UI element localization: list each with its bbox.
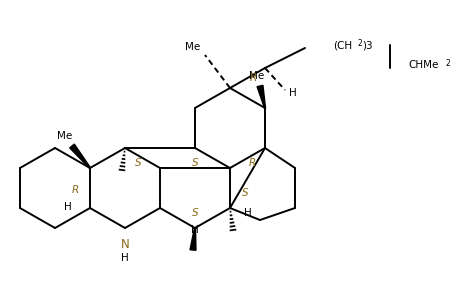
Text: H: H (191, 225, 199, 235)
Polygon shape (257, 85, 266, 108)
Text: H: H (244, 208, 252, 218)
Text: (CH: (CH (333, 40, 352, 50)
Text: H: H (289, 88, 297, 98)
Text: 2: 2 (357, 38, 362, 48)
Text: S: S (192, 208, 198, 218)
Text: S: S (192, 158, 198, 168)
Text: Me: Me (57, 131, 73, 141)
Text: )3: )3 (362, 40, 372, 50)
Text: R: R (248, 158, 256, 168)
Text: Me: Me (249, 71, 265, 81)
Text: H: H (121, 253, 129, 263)
Text: S: S (242, 188, 248, 198)
Text: S: S (135, 158, 141, 168)
Text: 2: 2 (445, 59, 450, 67)
Polygon shape (70, 144, 90, 168)
Polygon shape (190, 228, 196, 250)
Text: R: R (71, 185, 79, 195)
Text: R: R (249, 73, 257, 83)
Text: Me: Me (186, 42, 200, 52)
Text: N: N (120, 238, 129, 251)
Text: CHMe: CHMe (408, 60, 438, 70)
Text: H: H (64, 202, 72, 212)
